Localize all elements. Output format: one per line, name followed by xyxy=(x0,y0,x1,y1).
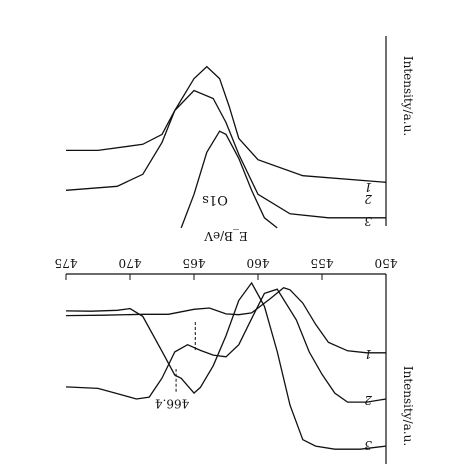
upper-series-group xyxy=(65,65,387,229)
x-tick-label-450: 450 xyxy=(375,256,398,270)
lower-y-axis-label: Intensity/a.u. xyxy=(401,366,415,446)
series-3-line xyxy=(180,130,278,229)
series-1-label: 1 xyxy=(364,180,372,194)
lower-x-axis-label: E_B/eV xyxy=(204,229,248,243)
x-tick-label-465: 465 xyxy=(183,256,206,270)
x-tick-label-460: 460 xyxy=(247,256,270,270)
upper-peak-label: O1s xyxy=(202,192,228,207)
lower-x-ticks: 450 455 460 465 470 475 xyxy=(55,256,398,280)
lower-y-axis-label-group: Intensity/a.u. xyxy=(401,366,415,446)
x-tick-label-455: 455 xyxy=(311,256,334,270)
lower-series-labels: 1 2 3 xyxy=(364,347,373,452)
upper-y-axis-label-group: Intensity/a.u. xyxy=(401,56,415,136)
rotated-figure: 123 Intensity/a.u. O1s 45045546046547047… xyxy=(55,36,415,464)
upper-series-labels: 12 3 xyxy=(364,180,373,228)
upper-y-axis-label: Intensity/a.u. xyxy=(401,56,415,136)
series-3-line xyxy=(65,281,387,450)
series-2-line xyxy=(65,89,386,219)
series-2-line xyxy=(65,288,387,403)
annotation-466-4: 466.4 xyxy=(155,396,190,410)
series-1-line xyxy=(66,65,387,183)
x-tick-label-470: 470 xyxy=(119,256,142,270)
upper-plot-area: 12 3 xyxy=(65,65,387,229)
series-2-label: 2 xyxy=(364,192,373,206)
lower-plot-area: 1 2 3 466.4 xyxy=(65,281,387,452)
series-2-label: 2 xyxy=(364,393,373,407)
series-1-label: 1 xyxy=(364,347,372,361)
upper-panel: 12 3 Intensity/a.u. O1s xyxy=(65,36,415,229)
lower-panel: 450 455 460 465 470 475 1 2 3 466.4 Intensity/a… xyxy=(55,229,415,464)
series-3-label: 3 xyxy=(364,214,372,228)
series-1-line xyxy=(65,286,386,354)
series-3-label: 3 xyxy=(364,438,372,452)
lower-series-group xyxy=(65,281,387,450)
x-tick-label-475: 475 xyxy=(55,256,78,270)
